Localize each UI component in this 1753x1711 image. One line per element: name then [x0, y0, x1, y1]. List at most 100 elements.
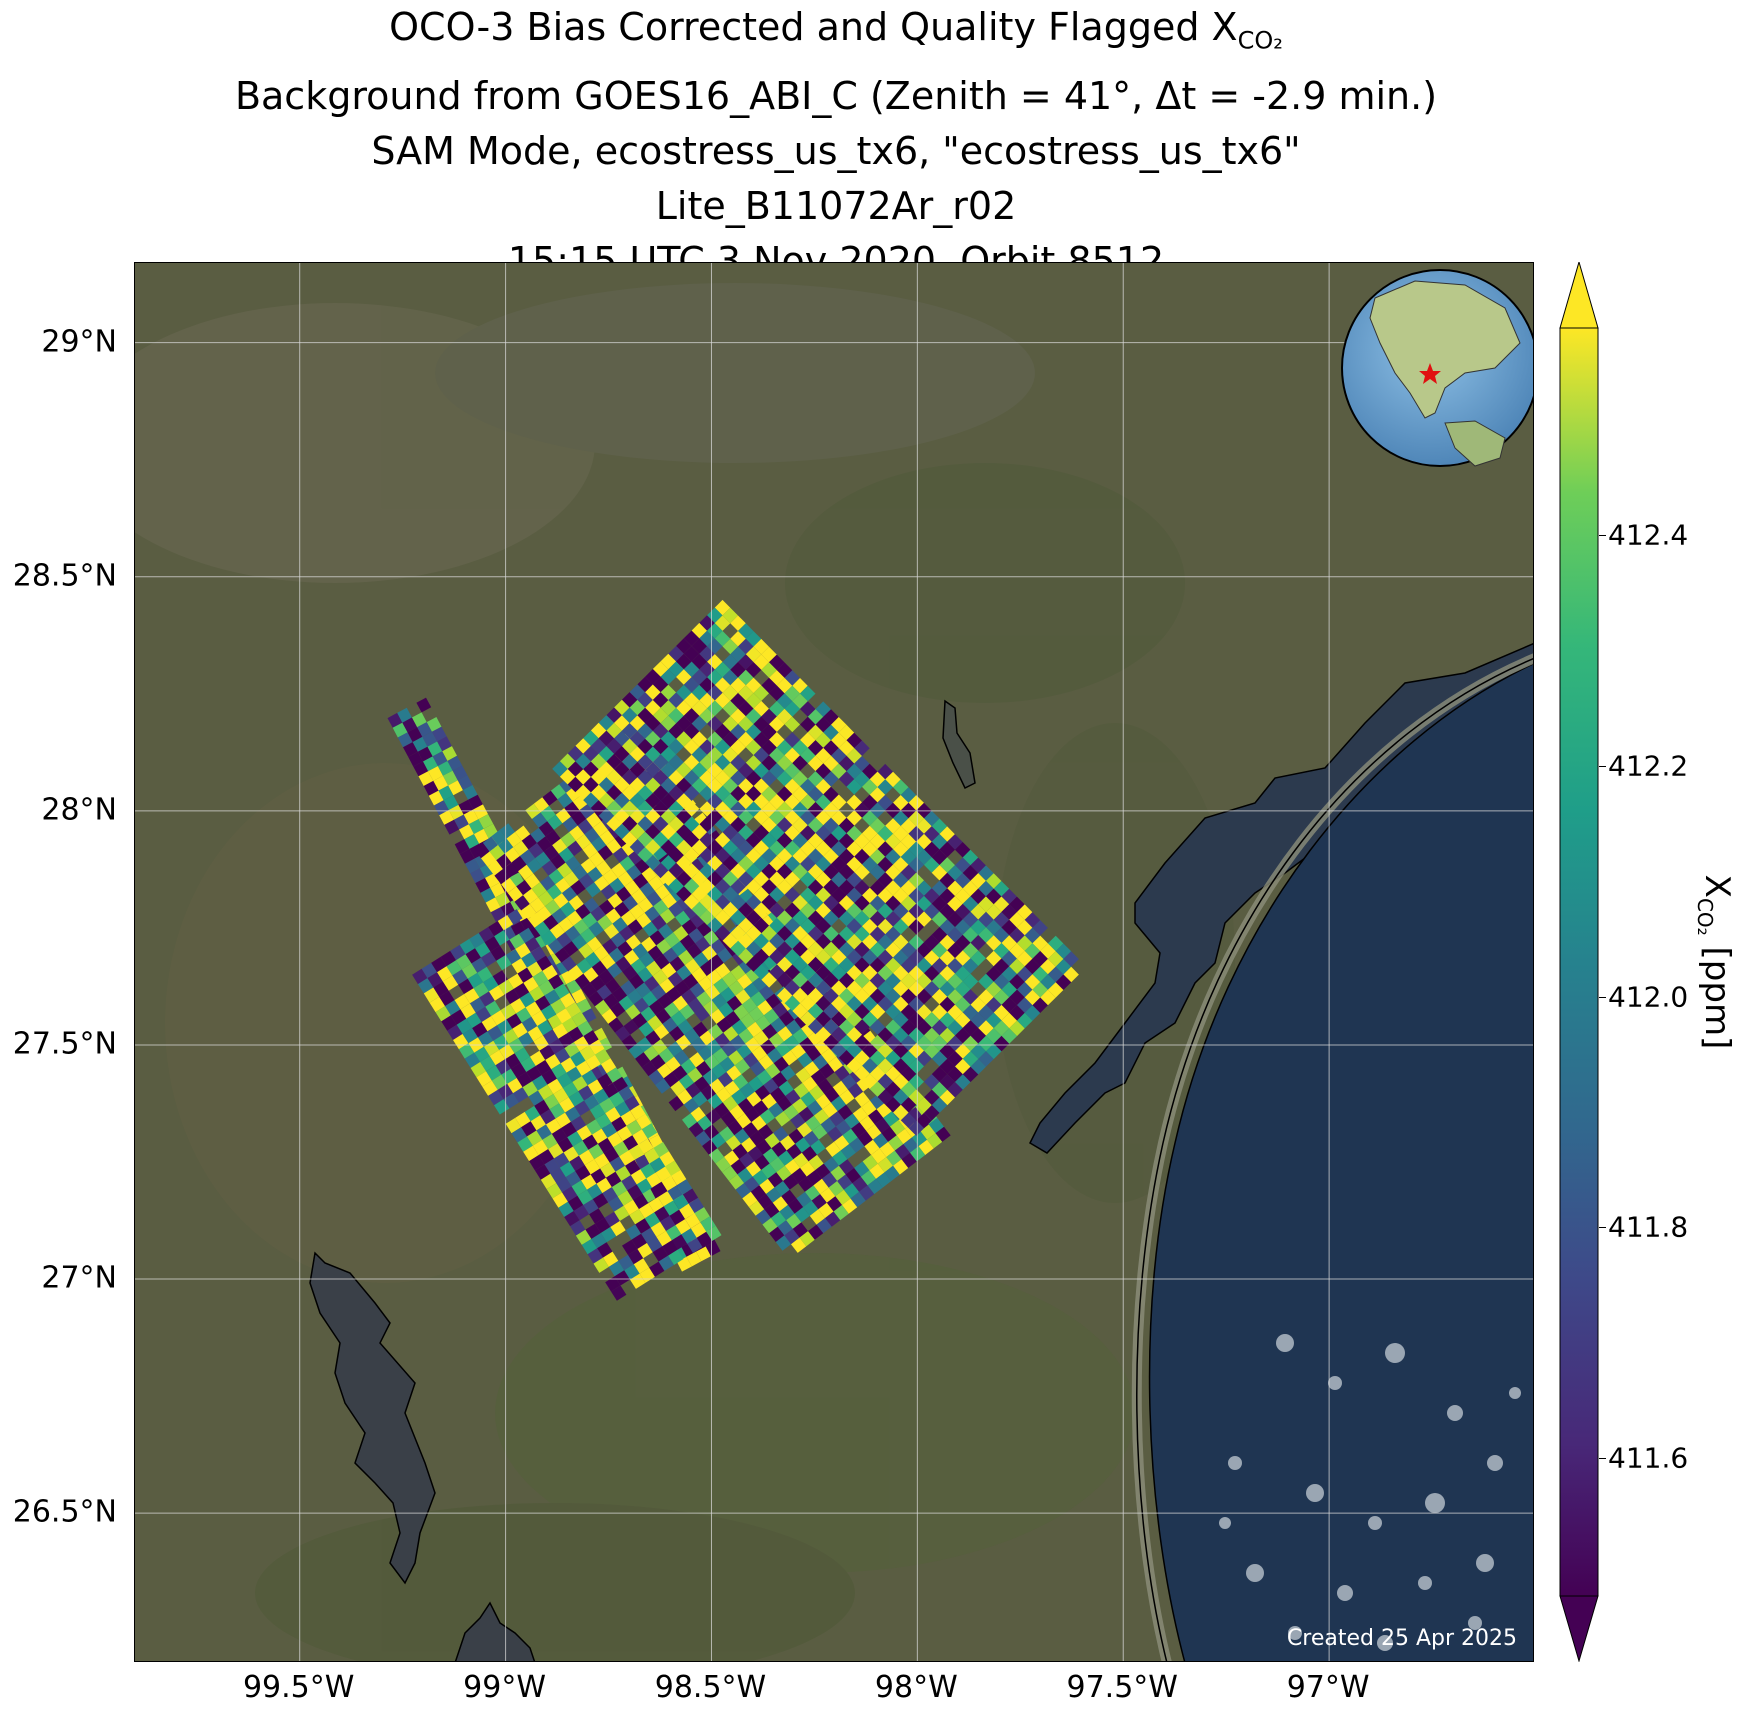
- xco2-footprint: [464, 1052, 481, 1068]
- xco2-footprint: [527, 1026, 543, 1042]
- xco2-footprint: [962, 927, 979, 943]
- xco2-footprint: [837, 1104, 853, 1120]
- xco2-footprint: [571, 934, 587, 950]
- xco2-footprint: [641, 1061, 657, 1077]
- xco2-footprint: [683, 646, 700, 662]
- xco2-footprint: [769, 964, 785, 980]
- xco2-footprint: [800, 685, 816, 702]
- xco2-footprint: [772, 1196, 788, 1212]
- xco2-footprint: [1032, 920, 1048, 936]
- xco2-footprint: [595, 1048, 611, 1065]
- xco2-footprint: [815, 902, 831, 919]
- xco2-footprint: [885, 1004, 901, 1020]
- xco2-footprint: [691, 715, 708, 732]
- xco2-footprint: [593, 945, 609, 961]
- xco2-footprint: [831, 810, 847, 826]
- xco2-footprint: [835, 1189, 851, 1205]
- xco2-footprint: [542, 964, 558, 981]
- xco2-footprint: [785, 1089, 801, 1105]
- xco2-footprint: [646, 891, 662, 907]
- xco2-footprint: [924, 1089, 940, 1106]
- xco2-footprint: [900, 895, 917, 912]
- xco2-footprint: [773, 1126, 789, 1142]
- xco2-footprint: [775, 1235, 791, 1251]
- xco2-footprint: [761, 894, 777, 911]
- xco2-footprint: [939, 965, 955, 982]
- xco2-footprint: [714, 1102, 730, 1118]
- xco2-footprint: [553, 893, 569, 909]
- xco2-footprint: [827, 1126, 843, 1142]
- xco2-footprint: [885, 1050, 901, 1066]
- xco2-footprint: [745, 693, 762, 709]
- xco2-footprint: [431, 956, 447, 973]
- xco2-footprint: [546, 1183, 562, 1199]
- xco2-footprint: [633, 997, 649, 1013]
- xco2-footprint: [823, 848, 839, 865]
- xco2-footprint: [652, 800, 669, 817]
- xco2-footprint: [486, 1065, 502, 1081]
- xco2-footprint: [753, 654, 769, 670]
- xco2-footprint: [800, 949, 816, 965]
- xco2-footprint: [392, 722, 408, 738]
- xco2-footprint: [548, 974, 564, 990]
- xco2-footprint: [537, 1020, 553, 1036]
- xco2-footprint: [885, 911, 901, 927]
- xco2-footprint: [673, 1194, 689, 1210]
- xco2-footprint: [445, 1000, 461, 1016]
- xco2-footprint: [641, 1123, 658, 1139]
- xco2-footprint: [530, 827, 546, 843]
- xco2-footprint: [548, 869, 564, 885]
- xco2-footprint: [738, 669, 754, 686]
- xco2-footprint: [769, 917, 785, 934]
- xco2-footprint: [589, 1208, 605, 1224]
- xco2-footprint: [838, 848, 855, 865]
- xco2-footprint: [594, 1153, 610, 1169]
- xco2-footprint: [672, 995, 688, 1011]
- xco2-footprint: [540, 1173, 557, 1189]
- xco2-footprint: [947, 834, 963, 850]
- xco2-footprint: [1032, 951, 1048, 967]
- xco2-footprint: [947, 1082, 963, 1098]
- xco2-footprint: [468, 794, 483, 810]
- xco2-footprint: [784, 887, 801, 903]
- xco2-footprint: [726, 995, 742, 1011]
- xco2-footprint: [459, 848, 475, 864]
- xco2-footprint: [530, 946, 546, 962]
- xco2-footprint: [931, 896, 948, 912]
- xco2-footprint: [1001, 950, 1017, 967]
- xco2-footprint: [650, 1054, 666, 1070]
- xco2-footprint: [783, 1104, 799, 1120]
- xco2-footprint: [733, 1074, 749, 1090]
- xco2-footprint: [955, 934, 971, 951]
- xco2-footprint: [854, 1161, 870, 1177]
- xco2-footprint: [808, 1154, 824, 1171]
- xco2-footprint: [525, 803, 541, 819]
- xco2-footprint: [746, 1091, 762, 1107]
- xco2-footprint: [653, 899, 669, 915]
- xco2-footprint: [730, 1159, 746, 1175]
- xco2-footprint: [493, 1034, 509, 1050]
- xco2-footprint: [900, 1004, 917, 1020]
- xco2-footprint: [596, 1177, 612, 1194]
- xco2-footprint: [761, 708, 777, 725]
- xco2-footprint: [652, 707, 669, 724]
- xco2-footprint: [838, 771, 855, 787]
- xco2-footprint: [776, 770, 793, 787]
- xco2-footprint: [618, 995, 634, 1011]
- xco2-footprint: [515, 1111, 531, 1128]
- xco2-footprint: [939, 1012, 955, 1028]
- xco2-footprint: [831, 995, 847, 1012]
- xco2-footprint: [515, 943, 531, 959]
- xco2-footprint: [416, 697, 432, 713]
- xco2-footprint: [753, 871, 770, 887]
- lat-tick-label: 27°N: [41, 1260, 117, 1296]
- xco2-footprint: [644, 1147, 660, 1164]
- xco2-footprint: [854, 1034, 870, 1051]
- xco2-footprint: [769, 825, 785, 841]
- xco2-footprint: [583, 967, 599, 983]
- xco2-footprint: [792, 801, 808, 818]
- xco2-footprint: [769, 933, 785, 949]
- xco2-footprint: [869, 911, 886, 927]
- xco2-footprint: [784, 763, 800, 779]
- xco2-footprint: [931, 818, 948, 834]
